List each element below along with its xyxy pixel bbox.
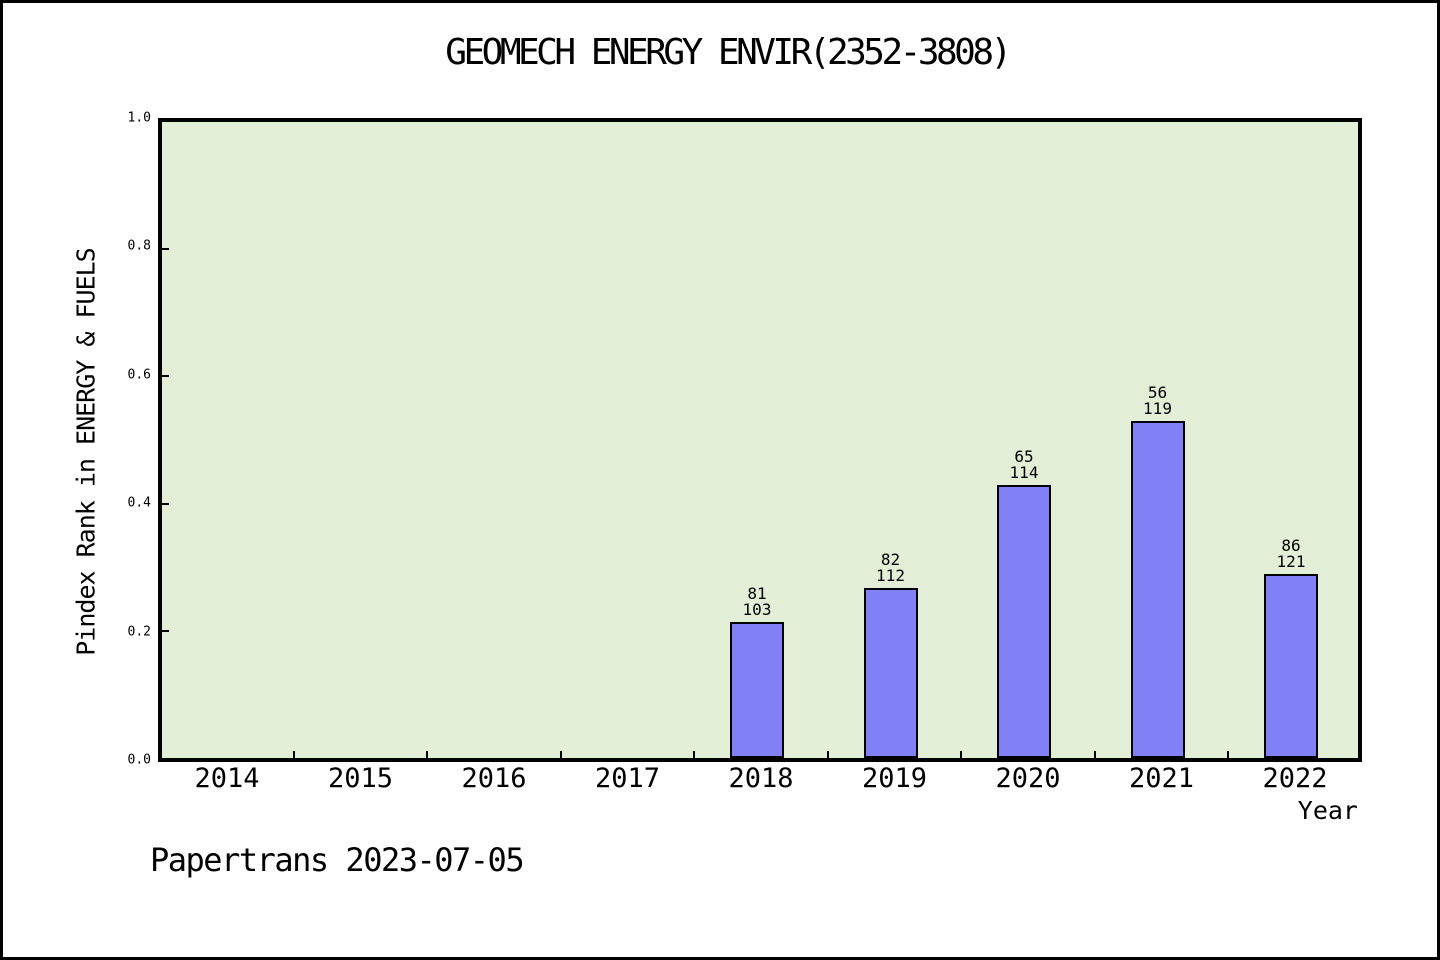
x-tick-label-2014: 2014 bbox=[194, 763, 260, 794]
bar-value-label-2022: 86 121 bbox=[1231, 538, 1351, 570]
x-tick-label-2020: 2020 bbox=[995, 763, 1061, 794]
x-minor-tick bbox=[693, 751, 696, 758]
bar-rank-2021: 56 bbox=[1147, 383, 1168, 402]
x-minor-tick bbox=[426, 751, 429, 758]
x-minor-tick bbox=[559, 751, 562, 758]
bar-value-label-2020: 65 114 bbox=[964, 449, 1084, 481]
x-minor-tick bbox=[826, 751, 829, 758]
bar-2020 bbox=[997, 485, 1051, 758]
plot-area: 81 103 82 112 65 114 56 119 86 121 bbox=[158, 118, 1362, 762]
y-tick-label-0.0: 0.0 bbox=[127, 752, 151, 768]
bar-2018 bbox=[730, 622, 784, 758]
y-tick-label-0.2: 0.2 bbox=[127, 624, 151, 640]
bar-value-label-2018: 81 103 bbox=[697, 586, 817, 618]
y-major-tick bbox=[162, 375, 169, 378]
x-tick-label-2017: 2017 bbox=[594, 763, 661, 794]
y-major-tick bbox=[162, 629, 169, 632]
bar-2021 bbox=[1130, 421, 1185, 758]
x-axis-title: Year bbox=[1297, 796, 1358, 825]
x-tick-label-2019: 2019 bbox=[861, 763, 928, 794]
x-minor-tick bbox=[1227, 751, 1230, 758]
bar-2019 bbox=[863, 588, 918, 758]
y-tick-label-1.0: 1.0 bbox=[127, 110, 151, 126]
x-minor-tick bbox=[960, 751, 963, 758]
x-tick-label-2018: 2018 bbox=[728, 763, 794, 794]
x-tick-label-2015: 2015 bbox=[327, 763, 394, 794]
bar-rank-2020: 65 bbox=[1014, 447, 1034, 466]
y-axis-label: Pindex Rank in ENERGY & FUELS bbox=[71, 248, 101, 656]
bar-rank-2018: 81 bbox=[747, 584, 767, 603]
bar-rank-2022: 86 bbox=[1281, 536, 1301, 555]
chart-title: GEOMECH ENERGY ENVIR(2352-3808) bbox=[445, 32, 1012, 73]
bar-total-2018: 103 bbox=[742, 600, 772, 619]
y-tick-label-0.8: 0.8 bbox=[127, 238, 151, 254]
bar-value-label-2019: 82 112 bbox=[831, 552, 951, 584]
y-major-tick bbox=[162, 502, 169, 505]
x-minor-tick bbox=[292, 751, 295, 758]
bar-total-2022: 121 bbox=[1276, 552, 1306, 571]
x-tick-label-2021: 2021 bbox=[1128, 763, 1195, 794]
bar-rank-2019: 82 bbox=[880, 550, 901, 569]
bar-total-2020: 114 bbox=[1009, 463, 1039, 482]
x-tick-label-2022: 2022 bbox=[1262, 763, 1328, 794]
bar-total-2021: 119 bbox=[1143, 399, 1172, 418]
y-tick-label-0.6: 0.6 bbox=[127, 367, 151, 383]
bar-2022 bbox=[1264, 574, 1318, 758]
x-minor-tick bbox=[1093, 751, 1096, 758]
y-tick-label-0.4: 0.4 bbox=[127, 495, 151, 511]
watermark-text: Papertrans 2023-07-05 bbox=[150, 841, 525, 879]
bar-total-2019: 112 bbox=[876, 566, 905, 585]
x-tick-label-2016: 2016 bbox=[461, 763, 527, 794]
bar-value-label-2021: 56 119 bbox=[1098, 385, 1218, 417]
y-major-tick bbox=[162, 248, 169, 251]
